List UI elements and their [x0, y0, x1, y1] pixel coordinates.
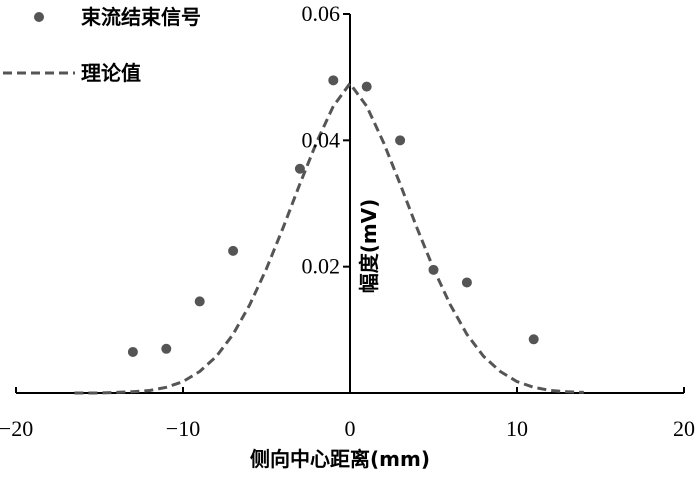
y-axis-title: 幅度(mV) [357, 199, 381, 294]
x-tick-label: 20 [673, 416, 695, 441]
y-tick-label: 0.02 [302, 254, 341, 279]
theory-curve-layer [74, 82, 584, 395]
data-point [194, 296, 205, 307]
x-tick-label: 10 [506, 416, 528, 441]
y-tick-label: 0.06 [302, 1, 341, 26]
tick-labels: −20 −10 0 10 20 0.02 0.04 0.06 [0, 1, 695, 441]
data-point [361, 81, 372, 92]
data-point [461, 277, 472, 288]
data-point [528, 334, 539, 345]
x-tick-label: 0 [345, 416, 356, 441]
data-point [328, 75, 339, 86]
x-tick-label: −10 [166, 416, 200, 441]
data-point [294, 163, 305, 174]
legend-dot-marker [34, 12, 44, 22]
data-point [161, 343, 172, 354]
x-tick-label: −20 [0, 416, 33, 441]
x-axis-title: 侧向中心距离(mm) [250, 447, 430, 471]
legend-label-scatter: 束流结束信号 [81, 5, 201, 29]
data-point [127, 346, 138, 357]
scatter-points-layer [127, 75, 539, 357]
data-point [428, 264, 439, 275]
y-tick-label: 0.04 [302, 127, 341, 152]
legend-label-theory: 理论值 [81, 61, 141, 85]
legend: 束流结束信号 理论值 [3, 5, 201, 85]
data-point [228, 245, 239, 256]
data-point [395, 135, 406, 146]
theory-curve [74, 82, 584, 395]
